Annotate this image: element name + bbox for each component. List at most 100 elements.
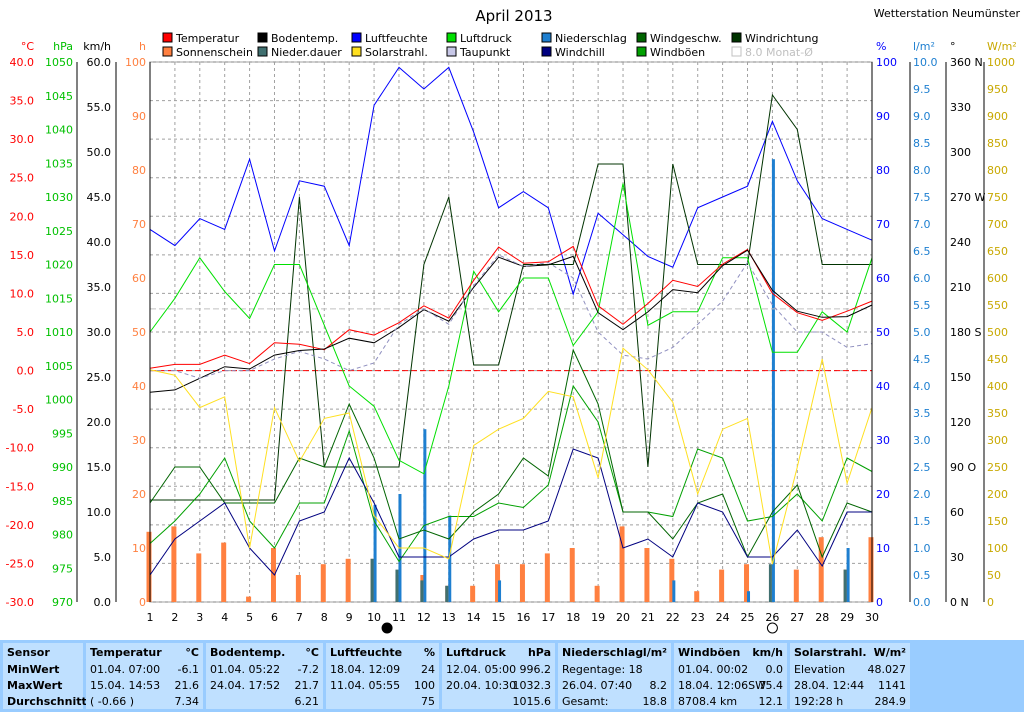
tick-label-sun: 80 bbox=[132, 164, 146, 177]
stats-row-label: 8708.4 km bbox=[678, 695, 738, 708]
bar-Sonnenschein bbox=[146, 531, 152, 602]
tick-label-rain: 4.5 bbox=[913, 353, 931, 366]
tick-label-sun: 20 bbox=[132, 488, 146, 501]
tick-label-sun: 30 bbox=[132, 434, 146, 447]
moon-phase-icon bbox=[381, 622, 393, 634]
tick-label-solar: 400 bbox=[987, 380, 1008, 393]
moon-phase-icon bbox=[766, 622, 778, 634]
weather-chart: 40.035.030.025.020.015.010.05.00.0-5.0-1… bbox=[6, 7, 1020, 634]
legend-swatch bbox=[162, 46, 173, 57]
tick-label-wind: 0.0 bbox=[94, 596, 112, 609]
tick-label-sun: 60 bbox=[132, 272, 146, 285]
axis-unit-rain: l/m² bbox=[913, 40, 935, 53]
tick-label-humidity: 80 bbox=[876, 164, 890, 177]
tick-label-wind: 45.0 bbox=[87, 191, 112, 204]
legend: Temperatur Bodentemp. Luftfeuchte Luftdruck… bbox=[162, 32, 818, 59]
stats-row: Gesamt: 18.8 bbox=[562, 695, 667, 711]
tick-label-direction: 360 N bbox=[950, 56, 983, 69]
tick-label-direction: 300 bbox=[950, 146, 971, 159]
stats-row: 8708.4 km 12.1 bbox=[678, 695, 783, 711]
legend-label: Luftdruck bbox=[460, 32, 512, 45]
tick-label-solar: 0 bbox=[987, 596, 994, 609]
bar-Sonnenschein bbox=[320, 564, 326, 602]
stats-row-label: 18.04. 12:06SW bbox=[678, 679, 767, 692]
tick-label-solar: 250 bbox=[987, 461, 1008, 474]
bar-Sonnenschein bbox=[470, 585, 476, 602]
tick-label-wind: 25.0 bbox=[87, 371, 112, 384]
tick-label-pressure: 1045 bbox=[45, 90, 73, 103]
bar-Nieder.dauer bbox=[445, 585, 449, 602]
stats-row: 15.04. 14:53 21.6 bbox=[90, 679, 199, 695]
x-tick-label: 1 bbox=[147, 611, 154, 624]
stats-row: 11.04. 05:55 100 bbox=[330, 679, 435, 695]
axis-unit-humidity: % bbox=[876, 40, 886, 53]
legend-label: Niederschlag bbox=[555, 32, 627, 45]
tick-label-rain: 9.5 bbox=[913, 83, 931, 96]
tick-label-wind: 15.0 bbox=[87, 461, 112, 474]
tick-label-temp: -25.0 bbox=[6, 557, 34, 570]
reference-lines bbox=[150, 308, 872, 372]
stats-row-value: 75 bbox=[421, 695, 435, 708]
tick-label-sun: 70 bbox=[132, 218, 146, 231]
tick-label-solar: 600 bbox=[987, 272, 1008, 285]
legend-label: Temperatur bbox=[175, 32, 240, 45]
tick-label-solar: 200 bbox=[987, 488, 1008, 501]
stats-cell: Windböen km/h 01.04. 00:02 0.0 18.04. 12:06S… bbox=[674, 643, 787, 709]
bar-Nieder.dauer bbox=[843, 569, 847, 602]
stats-row: 1015.6 bbox=[446, 695, 552, 711]
x-tick-label: 28 bbox=[815, 611, 829, 624]
stats-row: 24.04. 17:52 21.7 bbox=[210, 679, 319, 695]
line-Solarstrahl. bbox=[149, 347, 873, 565]
tick-label-wind: 10.0 bbox=[87, 506, 112, 519]
stats-row-value: 284.9 bbox=[874, 695, 907, 708]
line-Windrichtung bbox=[150, 93, 872, 501]
tick-label-temp: -15.0 bbox=[6, 480, 34, 493]
tick-label-humidity: 10 bbox=[876, 542, 890, 555]
stats-cell-header: Niederschlag bbox=[562, 646, 644, 659]
stats-row-value: 996.2 bbox=[519, 663, 552, 676]
stats-cell: Luftdruck hPa 12.04. 05:00 996.2 20.04. 10:3… bbox=[442, 643, 555, 709]
tick-label-rain: 0.0 bbox=[913, 596, 931, 609]
stats-row-label: 01.04. 05:22 bbox=[210, 663, 281, 676]
axis-unit-sun: h bbox=[139, 40, 146, 53]
stats-row-label: 192:28 h bbox=[794, 695, 844, 708]
x-tick-label: 4 bbox=[221, 611, 228, 624]
stats-row: ( -0.66 ) 7.34 bbox=[90, 695, 199, 711]
stats-row-label: 12.04. 05:00 bbox=[446, 663, 517, 676]
tick-label-temp: 20.0 bbox=[10, 210, 35, 223]
bar-Niederschlag bbox=[771, 159, 775, 602]
bar-Sonnenschein bbox=[569, 548, 575, 602]
legend-swatch bbox=[731, 32, 742, 43]
legend-swatch bbox=[162, 32, 173, 43]
tick-label-direction: 210 bbox=[950, 281, 971, 294]
tick-label-rain: 7.0 bbox=[913, 218, 931, 231]
tick-label-wind: 20.0 bbox=[87, 416, 112, 429]
tick-label-sun: 10 bbox=[132, 542, 146, 555]
tick-label-rain: 2.5 bbox=[913, 461, 931, 474]
legend-swatch bbox=[351, 46, 362, 57]
tick-label-wind: 60.0 bbox=[87, 56, 112, 69]
bar-Sonnenschein bbox=[594, 585, 600, 602]
tick-label-rain: 5.0 bbox=[913, 326, 931, 339]
stats-row-value: -7.2 bbox=[297, 663, 319, 676]
stats-cell-header: Luftdruck bbox=[446, 646, 506, 659]
stats-row-label: Gesamt: bbox=[562, 695, 609, 708]
stats-row-label: 01.04. 07:00 bbox=[90, 663, 161, 676]
tick-label-wind: 50.0 bbox=[87, 146, 112, 159]
tick-label-solar: 1000 bbox=[987, 56, 1015, 69]
chart-title: April 2013 bbox=[475, 7, 552, 25]
x-tick-label: 15 bbox=[492, 611, 506, 624]
tick-label-pressure: 990 bbox=[52, 461, 73, 474]
x-tick-label: 26 bbox=[765, 611, 779, 624]
tick-label-humidity: 70 bbox=[876, 218, 890, 231]
stats-cell-header: Solarstrahl. bbox=[794, 646, 867, 659]
stats-row: 18.04. 12:06SW 75.4 bbox=[678, 679, 783, 695]
line-Windgeschw. bbox=[149, 348, 873, 559]
stats-row-value: 7.34 bbox=[174, 695, 200, 708]
stats-row-value: 18.8 bbox=[642, 695, 668, 708]
legend-label: Nieder.dauer bbox=[271, 46, 342, 59]
stats-cell-unit: °C bbox=[305, 646, 319, 659]
bar-Sonnenschein bbox=[295, 575, 301, 602]
tick-label-temp: 10.0 bbox=[10, 287, 35, 300]
tick-label-solar: 900 bbox=[987, 110, 1008, 123]
